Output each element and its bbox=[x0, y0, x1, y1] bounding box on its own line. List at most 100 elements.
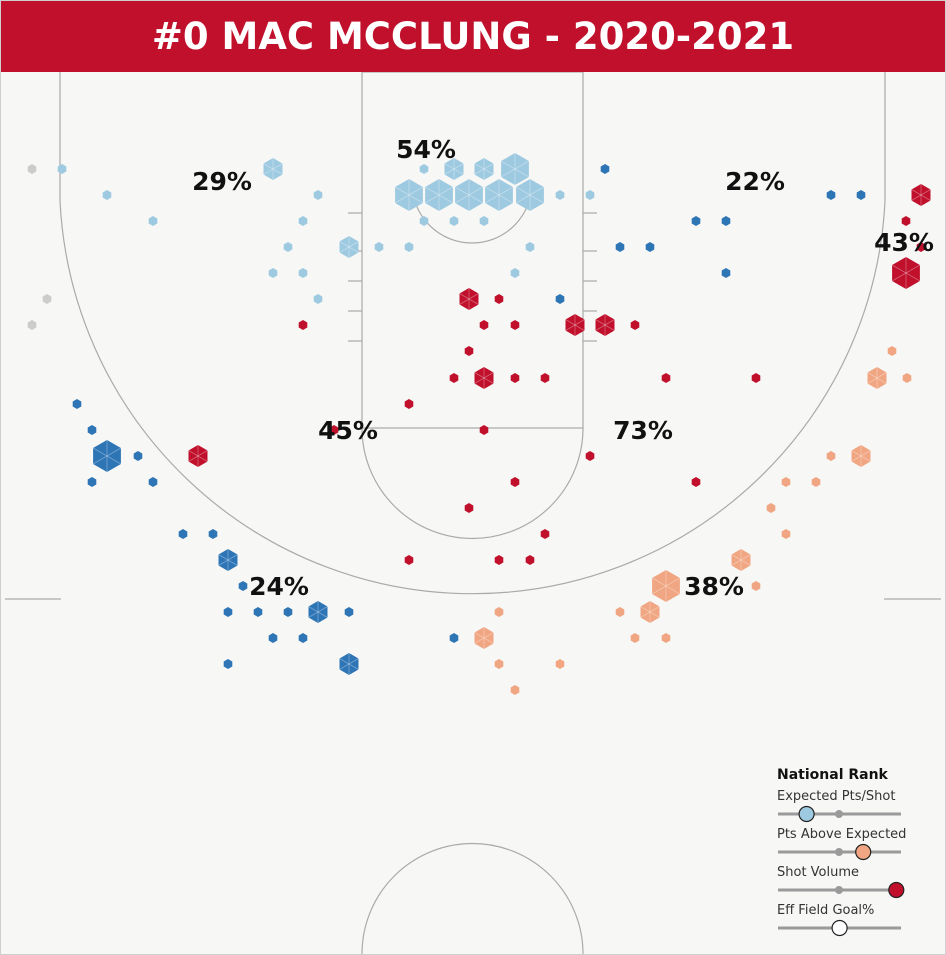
zone-pct-left-elbow: 45% bbox=[318, 416, 378, 445]
shot-hexbin bbox=[474, 367, 494, 389]
shot-hexbin bbox=[510, 268, 520, 278]
shot-hexbin bbox=[223, 607, 233, 617]
shot-hexbin bbox=[916, 242, 926, 252]
free-throw-circle bbox=[361, 427, 584, 540]
shot-hexbin bbox=[374, 242, 384, 252]
restricted-area-arc bbox=[411, 182, 533, 244]
shot-hexbin bbox=[479, 425, 489, 435]
shot-hexbin bbox=[615, 242, 625, 252]
shot-hexbin bbox=[479, 216, 489, 226]
shot-hexbin bbox=[484, 179, 514, 211]
shot-hexbin bbox=[751, 581, 761, 591]
shot-hexbin bbox=[651, 570, 681, 602]
shot-hexbin bbox=[419, 164, 429, 174]
shot-hexbin bbox=[555, 659, 565, 669]
shot-hexbin bbox=[911, 184, 931, 206]
shot-hexbin bbox=[102, 190, 112, 200]
rank-slider bbox=[778, 805, 901, 823]
zone-pct-restricted-area: 54% bbox=[396, 135, 456, 164]
rank-median-dot bbox=[835, 886, 843, 894]
shot-hexbin bbox=[313, 190, 323, 200]
shot-hexbin bbox=[766, 503, 776, 513]
legend-row: Pts Above Expected bbox=[777, 827, 937, 865]
three-point-arc bbox=[59, 200, 886, 595]
shot-hexbin bbox=[27, 164, 37, 174]
shot-hexbin bbox=[494, 555, 504, 565]
shot-hexbin bbox=[867, 367, 887, 389]
shot-hexbin bbox=[479, 320, 489, 330]
shot-hexbin bbox=[494, 607, 504, 617]
legend-label: Pts Above Expected bbox=[777, 827, 907, 842]
shot-hexbin bbox=[640, 601, 660, 623]
shot-hexbin bbox=[721, 268, 731, 278]
paint-lane bbox=[361, 71, 584, 429]
shot-hexbin bbox=[600, 164, 610, 174]
shot-hexbin bbox=[781, 529, 791, 539]
shot-hexbin bbox=[515, 179, 545, 211]
shot-hexbin bbox=[781, 477, 791, 487]
rank-slider bbox=[778, 881, 905, 899]
shot-hexbin bbox=[87, 477, 97, 487]
shot-hexbin bbox=[615, 607, 625, 617]
shot-hexbin bbox=[449, 373, 459, 383]
shot-hexbin bbox=[826, 451, 836, 461]
shot-hexbin bbox=[188, 445, 208, 467]
shot-hexbin bbox=[630, 320, 640, 330]
shot-hexbin bbox=[494, 659, 504, 669]
shot-hexbin bbox=[449, 216, 459, 226]
shot-hexbin bbox=[339, 653, 359, 675]
shot-hexbin bbox=[811, 477, 821, 487]
shot-hexbin bbox=[510, 373, 520, 383]
shot-hexbin bbox=[731, 549, 751, 571]
zone-pct-right-elbow: 73% bbox=[613, 416, 673, 445]
shot-hexbin bbox=[661, 633, 671, 643]
shot-hexbin bbox=[751, 373, 761, 383]
shot-hexbin bbox=[329, 425, 339, 435]
shot-hexbin bbox=[595, 314, 615, 336]
shot-hexbin bbox=[691, 477, 701, 487]
shot-hexbin bbox=[57, 164, 67, 174]
shot-hexbin bbox=[464, 503, 474, 513]
shot-hexbin bbox=[268, 268, 278, 278]
legend-title: National Rank bbox=[777, 767, 888, 783]
shot-hexbin bbox=[891, 257, 921, 289]
shot-hexbin bbox=[283, 607, 293, 617]
shot-hexbin bbox=[661, 373, 671, 383]
shot-hexbin bbox=[298, 633, 308, 643]
shot-hexbin bbox=[404, 399, 414, 409]
zone-pct-left-three: 24% bbox=[249, 572, 309, 601]
shot-hexbin bbox=[525, 555, 535, 565]
legend-row: Eff Field Goal% bbox=[777, 903, 937, 941]
shot-hexbin bbox=[901, 216, 911, 226]
shot-hexbin bbox=[464, 346, 474, 356]
shot-hexbin bbox=[585, 451, 595, 461]
shot-hexbin bbox=[424, 179, 454, 211]
rank-slider bbox=[778, 919, 901, 937]
shot-hexbin bbox=[555, 190, 565, 200]
chart-title: #0 MAC MCCLUNG - 2020-2021 bbox=[151, 15, 795, 58]
rank-marker bbox=[831, 919, 848, 937]
shot-hexbin bbox=[645, 242, 655, 252]
shot-hexbin bbox=[298, 320, 308, 330]
shot-hexbin bbox=[459, 288, 479, 310]
shot-hexbin bbox=[510, 477, 520, 487]
shot-hexbin bbox=[238, 581, 248, 591]
shot-hexbin bbox=[268, 633, 278, 643]
legend-label: Shot Volume bbox=[777, 865, 860, 880]
shot-hexbin bbox=[178, 529, 188, 539]
court-lines bbox=[5, 71, 941, 954]
shot-hexbin bbox=[72, 399, 82, 409]
legend: National Rank Expected Pts/Shot Pts Above… bbox=[777, 767, 937, 941]
hexbin-layer bbox=[27, 153, 931, 695]
shot-hexbin bbox=[404, 242, 414, 252]
shot-hexbin bbox=[902, 373, 912, 383]
shot-hexbin bbox=[630, 633, 640, 643]
shot-hexbin bbox=[691, 216, 701, 226]
shot-hexbin bbox=[585, 190, 595, 200]
shot-hexbin bbox=[540, 373, 550, 383]
shot-hexbin bbox=[148, 216, 158, 226]
shot-hexbin bbox=[394, 179, 424, 211]
shot-hexbin bbox=[887, 346, 897, 356]
legend-rows: Expected Pts/Shot Pts Above Expected Shot … bbox=[777, 789, 937, 941]
